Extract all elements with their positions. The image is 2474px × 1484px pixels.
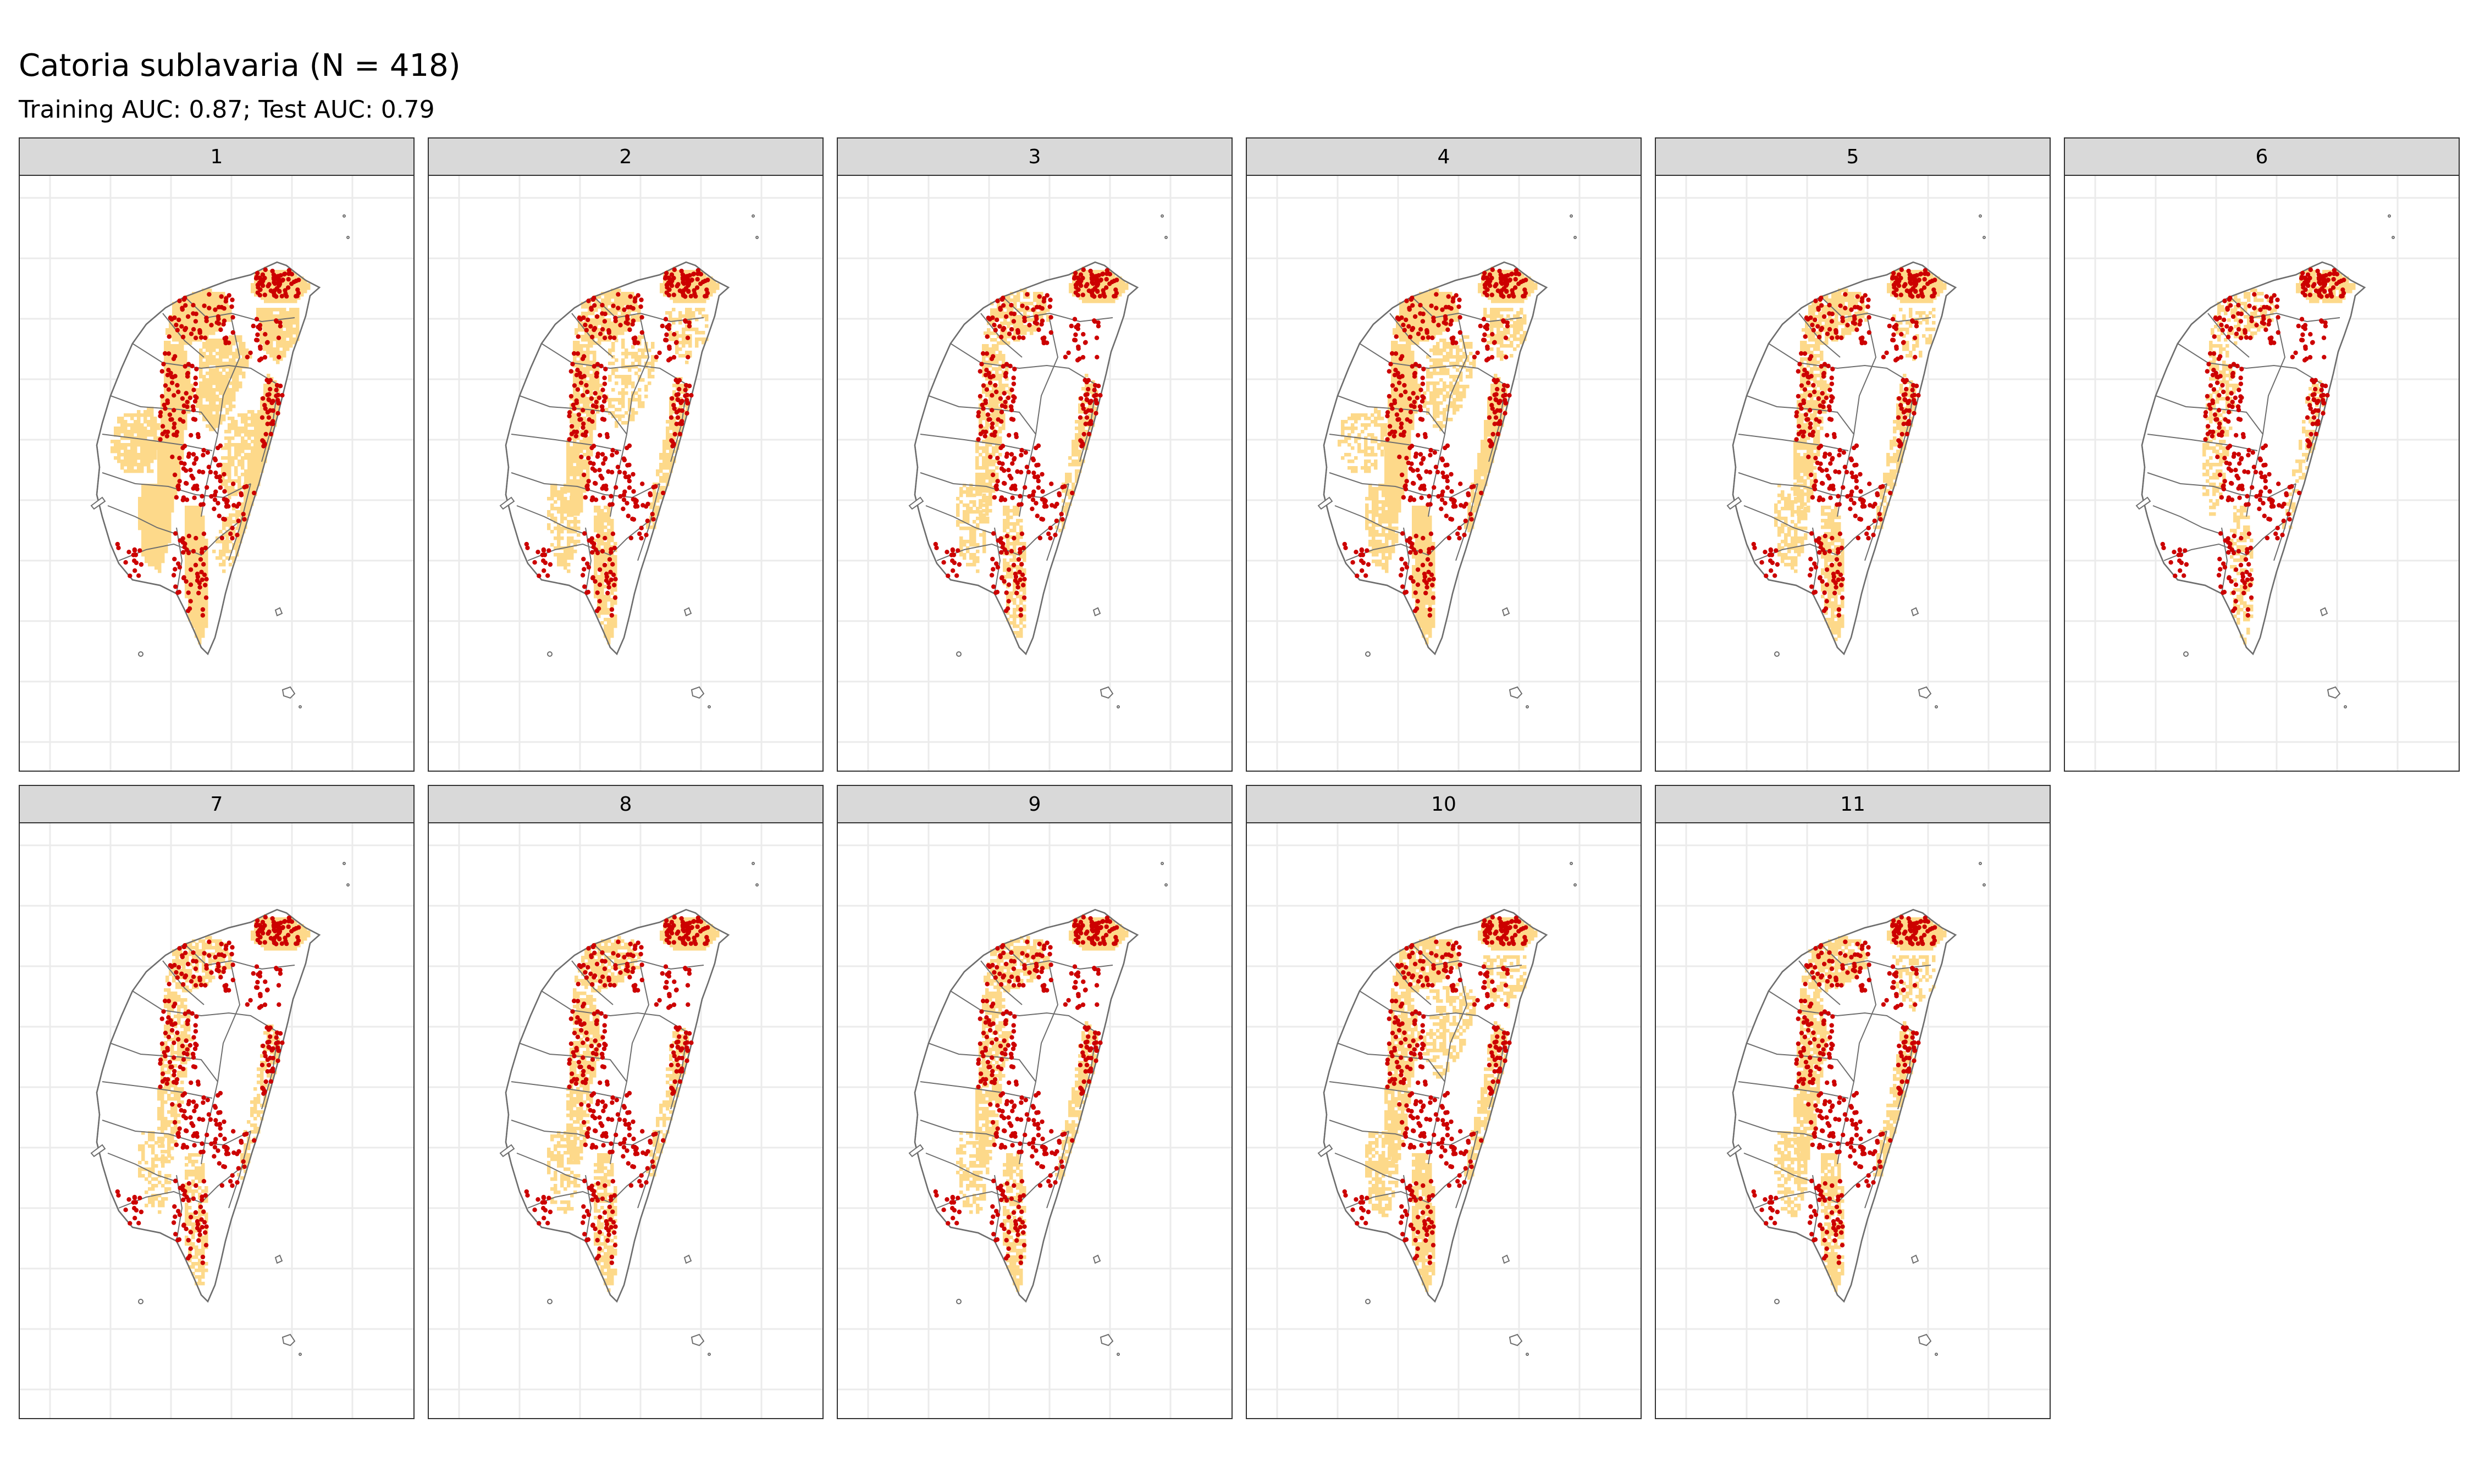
occurrence-points <box>933 267 1119 618</box>
offshore-islets <box>1317 862 1577 1356</box>
facet-4: 4 <box>1246 137 1642 772</box>
facet-1: 1 <box>19 137 415 772</box>
figure-subtitle: Training AUC: 0.87; Test AUC: 0.79 <box>19 96 435 124</box>
map-panel <box>837 175 1233 772</box>
facet-strip-label: 9 <box>837 785 1233 823</box>
map-panel <box>428 175 824 772</box>
occurrence-points <box>1751 915 1937 1265</box>
facet-strip-label: 8 <box>428 785 824 823</box>
map-svg <box>20 176 413 771</box>
facet-10: 10 <box>1246 785 1642 1419</box>
facet-strip-label: 7 <box>19 785 415 823</box>
facet-9: 9 <box>837 785 1233 1419</box>
suitable-habitat <box>1774 914 1947 1292</box>
facet-strip-label: 10 <box>1246 785 1642 823</box>
facet-8: 8 <box>428 785 824 1419</box>
offshore-islets <box>90 214 350 708</box>
facet-strip-label: 1 <box>19 137 415 176</box>
occurrence-points <box>1751 267 1937 618</box>
map-panel <box>2064 175 2460 772</box>
map-svg <box>429 823 822 1418</box>
facet-7: 7 <box>19 785 415 1419</box>
map-svg <box>838 823 1232 1418</box>
occurrence-points <box>115 267 301 618</box>
map-svg <box>1247 823 1641 1418</box>
offshore-islets <box>90 862 350 1356</box>
offshore-islets <box>908 862 1168 1356</box>
facet-3: 3 <box>837 137 1233 772</box>
facet-5: 5 <box>1655 137 2051 772</box>
map-svg <box>1247 176 1641 771</box>
offshore-islets <box>1317 214 1577 708</box>
map-svg <box>1656 176 2050 771</box>
map-panel <box>837 822 1233 1419</box>
occurrence-points <box>933 915 1119 1265</box>
occurrence-points <box>115 915 301 1265</box>
map-panel <box>1655 822 2051 1419</box>
map-svg <box>838 176 1232 771</box>
occurrence-points <box>524 267 710 618</box>
map-svg <box>20 823 413 1418</box>
map-panel <box>1655 175 2051 772</box>
figure-title: Catoria sublavaria (N = 418) <box>19 48 461 84</box>
facet-strip-label: 6 <box>2064 137 2460 176</box>
facet-11: 11 <box>1655 785 2051 1419</box>
facet-2: 2 <box>428 137 824 772</box>
facet-strip-label: 4 <box>1246 137 1642 176</box>
map-panel <box>1246 175 1642 772</box>
map-panel <box>19 822 415 1419</box>
map-svg <box>1656 823 2050 1418</box>
map-panel <box>19 175 415 772</box>
map-svg <box>2065 176 2459 771</box>
facet-strip-label: 5 <box>1655 137 2051 176</box>
map-panel <box>1246 822 1642 1419</box>
occurrence-points <box>1342 915 1528 1265</box>
county-boundaries <box>102 944 295 1242</box>
offshore-islets <box>908 214 1168 708</box>
facet-strip-label: 3 <box>837 137 1233 176</box>
map-svg <box>429 176 822 771</box>
offshore-islets <box>499 862 759 1356</box>
occurrence-points <box>1342 267 1528 618</box>
facet-strip-label: 11 <box>1655 785 2051 823</box>
facet-6: 6 <box>2064 137 2460 772</box>
offshore-islets <box>2135 214 2395 708</box>
offshore-islets <box>1726 862 1986 1356</box>
facet-strip-label: 2 <box>428 137 824 176</box>
map-panel <box>428 822 824 1419</box>
occurrence-points <box>524 915 710 1265</box>
offshore-islets <box>499 214 759 708</box>
occurrence-points <box>2160 267 2346 618</box>
offshore-islets <box>1726 214 1986 708</box>
suitable-habitat <box>111 267 311 645</box>
